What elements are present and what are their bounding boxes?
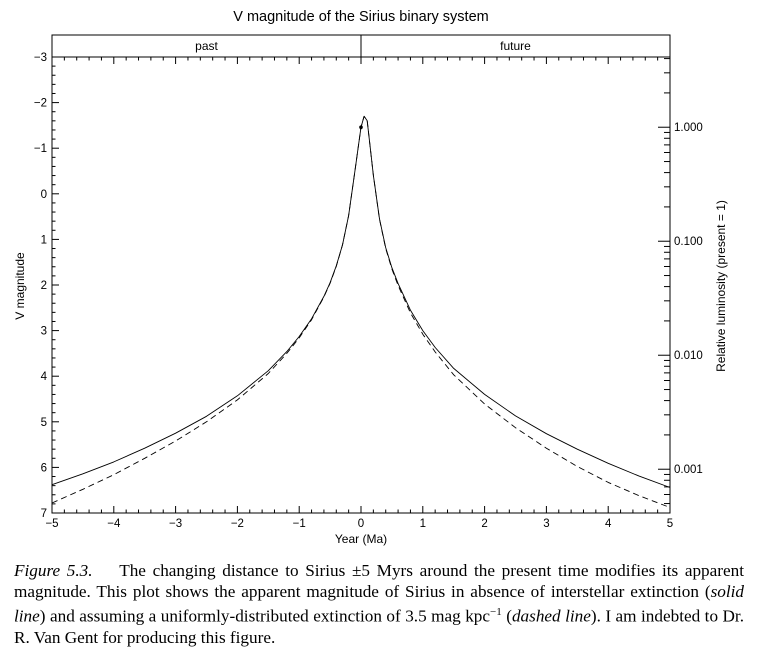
y-axis: −3 −2 −1 0 1 2 3 4 5 6 7 bbox=[34, 52, 59, 520]
y-tick-label: 6 bbox=[41, 462, 47, 474]
right-axis-label: Relative luminosity (present = 1) bbox=[714, 200, 728, 372]
region-label-future: future bbox=[500, 39, 531, 53]
right-axis: 1.000 0.100 0.010 0.001 bbox=[658, 58, 703, 505]
x-tick-label: 0 bbox=[358, 518, 364, 530]
caption-text-4: ). I am indebted to Dr. R. Van Gent for … bbox=[14, 606, 744, 647]
plot-frame bbox=[51, 34, 671, 514]
x-tick-label: −3 bbox=[169, 518, 182, 530]
x-tick-label: 4 bbox=[605, 518, 612, 530]
y-tick-label: −1 bbox=[34, 143, 47, 155]
x-tick-label: 3 bbox=[543, 518, 549, 530]
series-dashed-line bbox=[51, 115, 671, 508]
y-tick-label: −2 bbox=[34, 98, 47, 110]
caption-italic-1: solid line bbox=[14, 581, 744, 626]
figure-caption: Figure 5.3. The changing distance to Sir… bbox=[14, 561, 744, 648]
x-axis-label: Year (Ma) bbox=[335, 532, 387, 546]
x-axis: −5 −4 −3 −2 −1 0 1 2 3 4 5 bbox=[45, 57, 673, 530]
right-tick-label: 1.000 bbox=[674, 122, 703, 134]
chart: V magnitude of the Sirius binary system … bbox=[13, 9, 728, 546]
y-axis-label: V magnitude bbox=[13, 252, 27, 320]
region-label-past: past bbox=[195, 39, 218, 53]
plot-border bbox=[51, 34, 671, 514]
right-tick-label: 0.001 bbox=[674, 464, 703, 476]
x-tick-label: 1 bbox=[420, 518, 426, 530]
x-tick-label: −4 bbox=[107, 518, 121, 530]
y-tick-label: −3 bbox=[34, 52, 47, 64]
x-tick-label: 2 bbox=[481, 518, 487, 530]
x-tick-label: 5 bbox=[667, 518, 673, 530]
right-tick-label: 0.100 bbox=[674, 236, 703, 248]
y-tick-label: 5 bbox=[41, 417, 47, 429]
caption-italic-2: dashed line bbox=[511, 606, 591, 626]
y-tick-label: 7 bbox=[41, 508, 47, 520]
present-marker bbox=[359, 125, 363, 130]
chart-title: V magnitude of the Sirius binary system bbox=[233, 9, 488, 25]
y-tick-label: 3 bbox=[41, 326, 47, 338]
x-tick-label: −2 bbox=[231, 518, 244, 530]
caption-label: Figure 5.3. bbox=[14, 561, 93, 580]
right-tick-label: 0.010 bbox=[674, 350, 703, 362]
y-tick-label: 0 bbox=[41, 189, 47, 201]
region-header: past future bbox=[52, 35, 670, 58]
series-layer bbox=[51, 115, 671, 508]
caption-text-1: The changing distance to Sirius ±5 Myrs … bbox=[14, 561, 745, 601]
caption-text-3: ( bbox=[501, 606, 512, 626]
x-tick-label: −5 bbox=[45, 518, 58, 530]
caption-text-2: ) and assuming a uniformly-distributed e… bbox=[39, 606, 491, 626]
y-tick-label: 4 bbox=[41, 371, 48, 383]
caption-superscript: −1 bbox=[490, 606, 502, 619]
series-solid-line bbox=[51, 115, 671, 488]
y-tick-label: 1 bbox=[41, 234, 47, 246]
y-tick-label: 2 bbox=[41, 280, 47, 292]
x-tick-label: −1 bbox=[293, 518, 306, 530]
